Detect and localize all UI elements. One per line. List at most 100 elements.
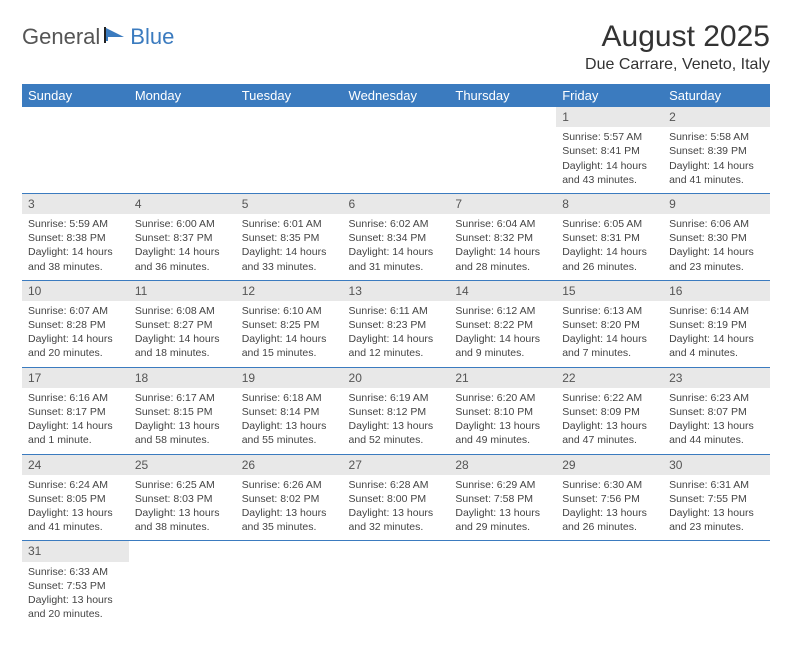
daylight-text: Daylight: 13 hours and 20 minutes. [28, 593, 123, 621]
empty-cell [556, 541, 663, 627]
day-details: Sunrise: 6:22 AMSunset: 8:09 PMDaylight:… [556, 388, 663, 454]
daylight-text: Daylight: 14 hours and 41 minutes. [669, 159, 764, 187]
day-number: 11 [129, 281, 236, 301]
sunset-text: Sunset: 7:58 PM [455, 492, 550, 506]
sunrise-text: Sunrise: 6:11 AM [349, 304, 444, 318]
day-details: Sunrise: 6:23 AMSunset: 8:07 PMDaylight:… [663, 388, 770, 454]
empty-cell [22, 107, 129, 193]
day-cell: 17Sunrise: 6:16 AMSunset: 8:17 PMDayligh… [22, 367, 129, 454]
day-details: Sunrise: 6:24 AMSunset: 8:05 PMDaylight:… [22, 475, 129, 541]
day-cell: 31Sunrise: 6:33 AMSunset: 7:53 PMDayligh… [22, 541, 129, 627]
day-details: Sunrise: 6:05 AMSunset: 8:31 PMDaylight:… [556, 214, 663, 280]
sunset-text: Sunset: 8:15 PM [135, 405, 230, 419]
daylight-text: Daylight: 14 hours and 9 minutes. [455, 332, 550, 360]
weekday-header: Monday [129, 84, 236, 107]
day-cell: 19Sunrise: 6:18 AMSunset: 8:14 PMDayligh… [236, 367, 343, 454]
day-cell: 11 Sunrise: 6:08 AMSunset: 8:27 PMDayligh… [129, 280, 236, 367]
day-details: Sunrise: 6:31 AMSunset: 7:55 PMDaylight:… [663, 475, 770, 541]
day-details: Sunrise: 5:58 AMSunset: 8:39 PMDaylight:… [663, 127, 770, 193]
calendar-row: 10Sunrise: 6:07 AMSunset: 8:28 PMDayligh… [22, 280, 770, 367]
sunset-text: Sunset: 8:20 PM [562, 318, 657, 332]
day-details: Sunrise: 6:33 AMSunset: 7:53 PMDaylight:… [22, 562, 129, 628]
sunset-text: Sunset: 8:34 PM [349, 231, 444, 245]
sunrise-text: Sunrise: 6:13 AM [562, 304, 657, 318]
sunrise-text: Sunrise: 6:01 AM [242, 217, 337, 231]
sunrise-text: Sunrise: 6:31 AM [669, 478, 764, 492]
empty-cell [663, 541, 770, 627]
sunset-text: Sunset: 8:17 PM [28, 405, 123, 419]
daylight-text: Daylight: 14 hours and 36 minutes. [135, 245, 230, 273]
day-details: Sunrise: 6:07 AMSunset: 8:28 PMDaylight:… [22, 301, 129, 367]
day-cell: 25Sunrise: 6:25 AMSunset: 8:03 PMDayligh… [129, 454, 236, 541]
day-cell: 12Sunrise: 6:10 AMSunset: 8:25 PMDayligh… [236, 280, 343, 367]
day-cell: 8Sunrise: 6:05 AMSunset: 8:31 PMDaylight… [556, 193, 663, 280]
day-cell: 14Sunrise: 6:12 AMSunset: 8:22 PMDayligh… [449, 280, 556, 367]
day-cell: 9Sunrise: 6:06 AMSunset: 8:30 PMDaylight… [663, 193, 770, 280]
sunrise-text: Sunrise: 6:16 AM [28, 391, 123, 405]
empty-cell [236, 541, 343, 627]
daylight-text: Daylight: 13 hours and 23 minutes. [669, 506, 764, 534]
day-cell: 4Sunrise: 6:00 AMSunset: 8:37 PMDaylight… [129, 193, 236, 280]
day-details: Sunrise: 6:14 AMSunset: 8:19 PMDaylight:… [663, 301, 770, 367]
day-details: Sunrise: 5:59 AMSunset: 8:38 PMDaylight:… [22, 214, 129, 280]
sunset-text: Sunset: 8:19 PM [669, 318, 764, 332]
empty-cell [129, 541, 236, 627]
sunrise-text: Sunrise: 6:22 AM [562, 391, 657, 405]
sunrise-text: Sunrise: 6:17 AM [135, 391, 230, 405]
day-details: Sunrise: 6:16 AMSunset: 8:17 PMDaylight:… [22, 388, 129, 454]
sunset-text: Sunset: 8:25 PM [242, 318, 337, 332]
sunset-text: Sunset: 8:35 PM [242, 231, 337, 245]
empty-cell [449, 541, 556, 627]
sunset-text: Sunset: 8:41 PM [562, 144, 657, 158]
sunrise-text: Sunrise: 6:23 AM [669, 391, 764, 405]
sunrise-text: Sunrise: 6:29 AM [455, 478, 550, 492]
day-cell: 29Sunrise: 6:30 AMSunset: 7:56 PMDayligh… [556, 454, 663, 541]
day-number: 10 [22, 281, 129, 301]
sunset-text: Sunset: 8:28 PM [28, 318, 123, 332]
day-details: Sunrise: 6:30 AMSunset: 7:56 PMDaylight:… [556, 475, 663, 541]
day-cell: 15 Sunrise: 6:13 AMSunset: 8:20 PMDayligh… [556, 280, 663, 367]
day-cell: 2Sunrise: 5:58 AMSunset: 8:39 PMDaylight… [663, 107, 770, 193]
sunrise-text: Sunrise: 6:02 AM [349, 217, 444, 231]
day-number: 21 [449, 368, 556, 388]
empty-cell [343, 107, 450, 193]
month-title: August 2025 [585, 20, 770, 54]
day-cell: 18Sunrise: 6:17 AMSunset: 8:15 PMDayligh… [129, 367, 236, 454]
day-cell: 20Sunrise: 6:19 AMSunset: 8:12 PMDayligh… [343, 367, 450, 454]
day-number: 3 [22, 194, 129, 214]
day-number: 15 [556, 281, 663, 301]
sunrise-text: Sunrise: 6:08 AM [135, 304, 230, 318]
daylight-text: Daylight: 13 hours and 29 minutes. [455, 506, 550, 534]
sunrise-text: Sunrise: 6:25 AM [135, 478, 230, 492]
day-details: Sunrise: 6:17 AMSunset: 8:15 PMDaylight:… [129, 388, 236, 454]
day-number: 2 [663, 107, 770, 127]
daylight-text: Daylight: 14 hours and 7 minutes. [562, 332, 657, 360]
day-number: 19 [236, 368, 343, 388]
location-text: Due Carrare, Veneto, Italy [585, 56, 770, 74]
day-details: Sunrise: 6:12 AMSunset: 8:22 PMDaylight:… [449, 301, 556, 367]
day-details: Sunrise: 6:28 AMSunset: 8:00 PMDaylight:… [343, 475, 450, 541]
daylight-text: Daylight: 14 hours and 33 minutes. [242, 245, 337, 273]
sunset-text: Sunset: 8:07 PM [669, 405, 764, 419]
calendar-row: 3Sunrise: 5:59 AMSunset: 8:38 PMDaylight… [22, 193, 770, 280]
daylight-text: Daylight: 13 hours and 44 minutes. [669, 419, 764, 447]
sunrise-text: Sunrise: 6:04 AM [455, 217, 550, 231]
sunset-text: Sunset: 8:10 PM [455, 405, 550, 419]
day-details: Sunrise: 6:01 AMSunset: 8:35 PMDaylight:… [236, 214, 343, 280]
weekday-header-row: Sunday Monday Tuesday Wednesday Thursday… [22, 84, 770, 107]
daylight-text: Daylight: 14 hours and 18 minutes. [135, 332, 230, 360]
weekday-header: Thursday [449, 84, 556, 107]
day-number: 17 [22, 368, 129, 388]
sunset-text: Sunset: 7:56 PM [562, 492, 657, 506]
logo-flag-icon [102, 25, 128, 50]
daylight-text: Daylight: 14 hours and 12 minutes. [349, 332, 444, 360]
calendar-row: 1Sunrise: 5:57 AMSunset: 8:41 PMDaylight… [22, 107, 770, 193]
sunrise-text: Sunrise: 6:24 AM [28, 478, 123, 492]
weekday-header: Tuesday [236, 84, 343, 107]
logo-text-general: General [22, 24, 100, 50]
day-cell: 26Sunrise: 6:26 AMSunset: 8:02 PMDayligh… [236, 454, 343, 541]
day-number: 13 [343, 281, 450, 301]
sunset-text: Sunset: 8:27 PM [135, 318, 230, 332]
day-cell: 5Sunrise: 6:01 AMSunset: 8:35 PMDaylight… [236, 193, 343, 280]
day-number: 5 [236, 194, 343, 214]
